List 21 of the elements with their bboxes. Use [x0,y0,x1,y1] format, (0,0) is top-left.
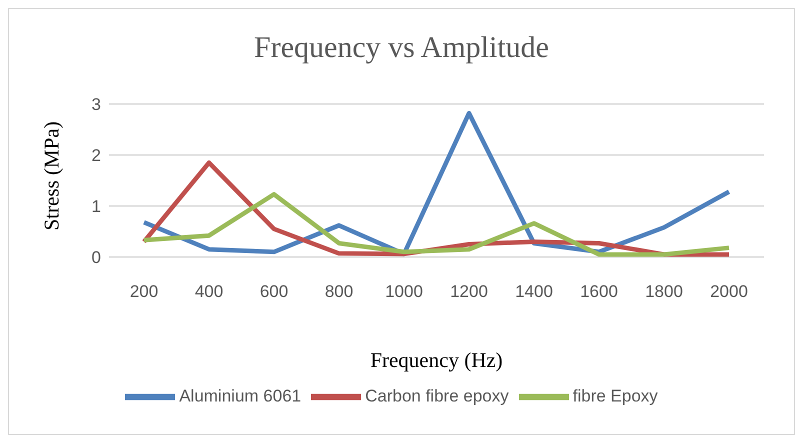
legend-label: fibre Epoxy [572,386,658,406]
x-tick-label: 1200 [450,282,488,302]
x-tick-label: 1800 [645,282,683,302]
y-tick-label: 3 [92,95,101,114]
x-tick-label: 800 [324,282,354,302]
y-tick-label: 0 [92,248,101,268]
x-tick-label: 400 [194,282,224,302]
y-tick-label: 1 [92,197,101,216]
x-tick-label: 2000 [710,282,748,302]
x-tick-label: 1000 [385,282,423,302]
line-series [142,192,732,257]
legend-label: Carbon fibre epoxy [365,386,509,406]
chart-title: Frequency vs Amplitude [253,31,550,65]
x-axis-title: Frequency (Hz) [370,348,503,372]
x-tick-label: 1400 [515,282,553,302]
x-tick-label: 600 [260,282,288,302]
x-tick-label: 1600 [580,282,618,302]
x-tick-label: 200 [130,282,158,302]
legend-label: Aluminium 6061 [179,386,302,406]
y-axis-title: Stress (MPa) [39,121,64,230]
y-tick-label: 2 [92,146,101,166]
